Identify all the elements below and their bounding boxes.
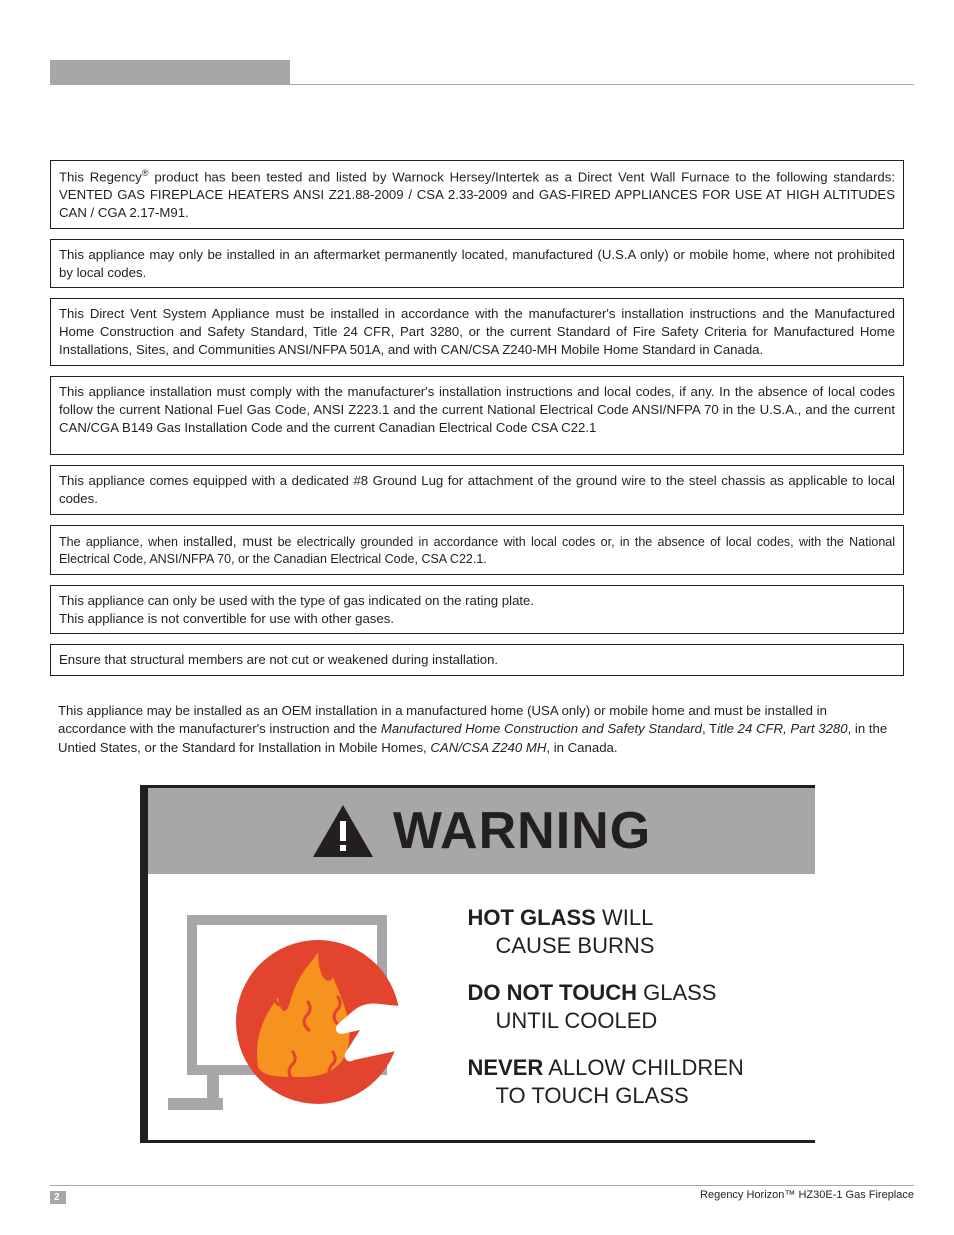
box-electrical-ground: The appliance, when installed, must be e… — [50, 525, 904, 575]
warning-header: WARNING — [148, 788, 815, 874]
warning-text: HOT GLASS WILL CAUSE BURNS DO NOT TOUCH … — [468, 904, 795, 1109]
content: This Regency® product has been tested an… — [50, 160, 904, 1143]
box-standards: This Regency® product has been tested an… — [50, 160, 904, 229]
warning-line-1: HOT GLASS WILL CAUSE BURNS — [468, 904, 795, 959]
reg-mark: ® — [142, 168, 149, 178]
text-italic: Manufactured Home Construction and Safet… — [381, 721, 702, 736]
text: This appliance can only be used with the… — [59, 592, 895, 610]
text: CAUSE BURNS — [468, 932, 795, 960]
header-grey-bar — [50, 60, 290, 84]
footer-product: Regency Horizon™ HZ30E-1 Gas Fireplace — [700, 1189, 914, 1201]
text: UNTIL COOLED — [468, 1007, 795, 1035]
text: talled, mus — [199, 533, 269, 549]
text: This appliance comes equipped with a ded… — [59, 473, 895, 506]
text: Ensure that structural members are not c… — [59, 652, 498, 667]
text-italic: itle 24 CFR, Part 3280 — [717, 721, 847, 736]
text: , T — [702, 721, 717, 736]
box-structural: Ensure that structural members are not c… — [50, 644, 904, 676]
box-aftermarket: This appliance may only be installed in … — [50, 239, 904, 289]
text: This appliance is not convertible for us… — [59, 610, 895, 628]
warning-line-3: NEVER ALLOW CHILDREN TO TOUCH GLASS — [468, 1054, 795, 1109]
text-bold: DO NOT TOUCH — [468, 980, 637, 1005]
text: ALLOW CHILDREN — [543, 1055, 744, 1080]
text: , in Canada. — [546, 740, 617, 755]
text: This appliance installation must comply … — [59, 384, 895, 435]
header-rule — [50, 84, 914, 85]
text: TO TOUCH GLASS — [468, 1082, 795, 1110]
box-oem: This appliance may be installed as an OE… — [50, 696, 904, 763]
page-number: 2 — [50, 1191, 66, 1204]
box-direct-vent: This Direct Vent System Appliance must b… — [50, 298, 904, 365]
text: GLASS — [637, 980, 716, 1005]
text: product has been tested and listed by Wa… — [59, 169, 895, 220]
text: WILL — [596, 905, 653, 930]
text: This Direct Vent System Appliance must b… — [59, 306, 895, 357]
warning-triangle-icon — [311, 803, 375, 859]
hot-glass-illustration — [168, 902, 438, 1112]
text-bold: HOT GLASS — [468, 905, 596, 930]
text-italic: CAN/CSA Z240 MH — [430, 740, 546, 755]
box-install-codes: This appliance installation must comply … — [50, 376, 904, 455]
text: This appliance may only be installed in … — [59, 247, 895, 280]
box-gas-type: This appliance can only be used with the… — [50, 585, 904, 635]
warning-panel: WARNING — [140, 785, 815, 1143]
box-ground-lug: This appliance comes equipped with a ded… — [50, 465, 904, 515]
warning-title: WARNING — [393, 801, 651, 861]
text: The appliance, when ins — [59, 535, 199, 549]
text: This Regency — [59, 169, 142, 184]
warning-body: HOT GLASS WILL CAUSE BURNS DO NOT TOUCH … — [148, 874, 815, 1140]
footer: 2 Regency Horizon™ HZ30E-1 Gas Fireplace — [50, 1185, 914, 1207]
text-bold: NEVER — [468, 1055, 544, 1080]
warning-line-2: DO NOT TOUCH GLASS UNTIL COOLED — [468, 979, 795, 1034]
